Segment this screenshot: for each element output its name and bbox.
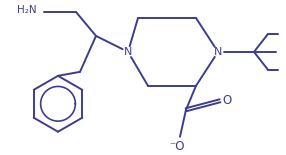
Text: ⁻O: ⁻O — [169, 140, 185, 153]
Text: N: N — [124, 47, 132, 57]
Text: O: O — [223, 94, 232, 107]
Text: H₂N: H₂N — [17, 5, 37, 15]
Text: N: N — [214, 47, 222, 57]
